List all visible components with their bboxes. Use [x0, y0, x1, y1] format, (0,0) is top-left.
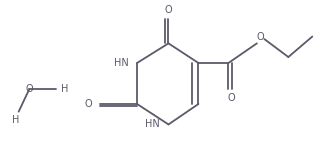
Text: O: O — [84, 99, 92, 109]
Text: HN: HN — [114, 58, 129, 68]
Text: HN: HN — [145, 120, 160, 129]
Text: H: H — [12, 115, 20, 125]
Text: H: H — [62, 84, 69, 94]
Text: O: O — [165, 5, 172, 16]
Text: O: O — [25, 84, 33, 94]
Text: O: O — [227, 93, 235, 103]
Text: O: O — [256, 32, 264, 42]
